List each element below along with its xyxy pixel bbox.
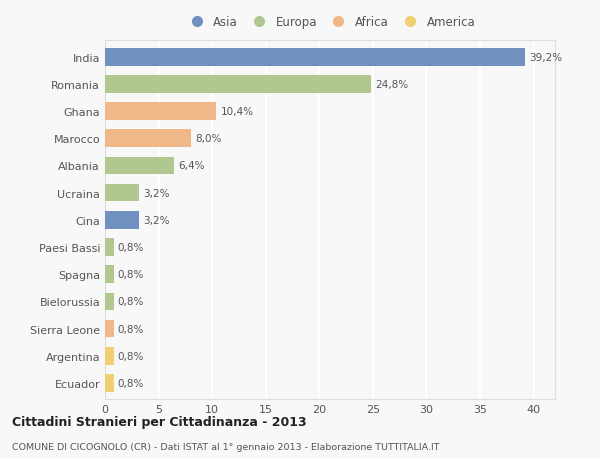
Text: 3,2%: 3,2% xyxy=(143,215,170,225)
Text: 10,4%: 10,4% xyxy=(221,107,254,117)
Text: 0,8%: 0,8% xyxy=(118,297,144,307)
Text: 0,8%: 0,8% xyxy=(118,324,144,334)
Bar xyxy=(105,212,139,229)
Text: Cittadini Stranieri per Cittadinanza - 2013: Cittadini Stranieri per Cittadinanza - 2… xyxy=(12,415,307,428)
Bar xyxy=(105,266,113,283)
Text: 6,4%: 6,4% xyxy=(178,161,205,171)
Bar xyxy=(105,293,113,310)
Bar xyxy=(105,49,525,67)
Bar xyxy=(105,130,191,148)
Bar xyxy=(105,320,113,338)
Bar xyxy=(105,157,173,175)
Legend: Asia, Europa, Africa, America: Asia, Europa, Africa, America xyxy=(180,11,480,34)
Bar xyxy=(105,185,139,202)
Bar xyxy=(105,103,217,121)
Text: 0,8%: 0,8% xyxy=(118,351,144,361)
Text: 24,8%: 24,8% xyxy=(375,80,408,90)
Text: 8,0%: 8,0% xyxy=(195,134,221,144)
Text: COMUNE DI CICOGNOLO (CR) - Dati ISTAT al 1° gennaio 2013 - Elaborazione TUTTITAL: COMUNE DI CICOGNOLO (CR) - Dati ISTAT al… xyxy=(12,442,439,451)
Text: 0,8%: 0,8% xyxy=(118,269,144,280)
Text: 0,8%: 0,8% xyxy=(118,242,144,252)
Text: 0,8%: 0,8% xyxy=(118,378,144,388)
Bar xyxy=(105,76,371,94)
Bar xyxy=(105,239,113,256)
Bar xyxy=(105,374,113,392)
Text: 3,2%: 3,2% xyxy=(143,188,170,198)
Bar xyxy=(105,347,113,365)
Text: 39,2%: 39,2% xyxy=(529,53,562,62)
